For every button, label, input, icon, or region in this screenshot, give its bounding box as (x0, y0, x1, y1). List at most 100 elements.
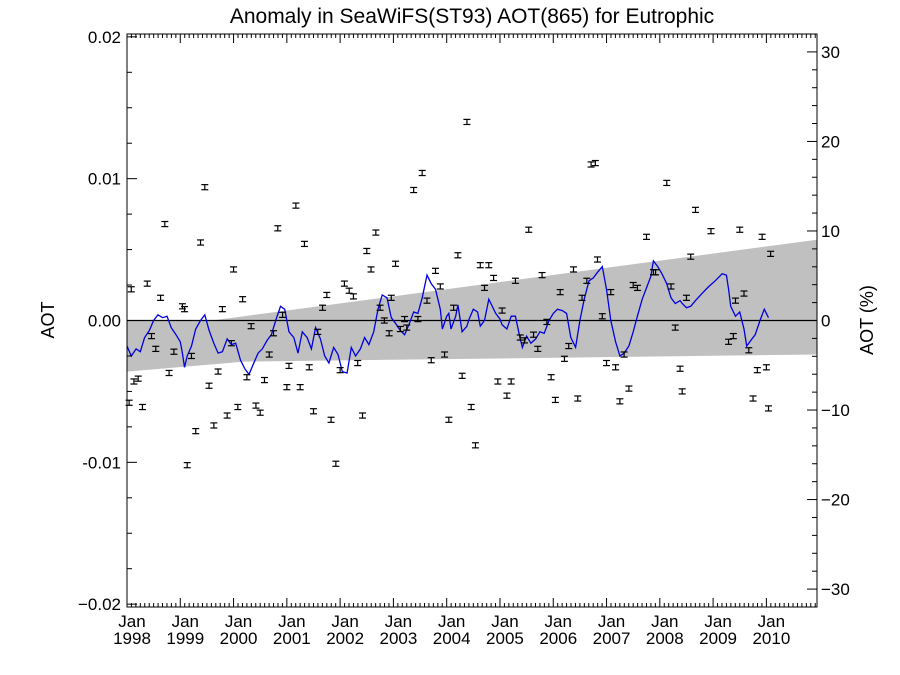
band-area (127, 239, 817, 372)
data-point (507, 378, 515, 385)
x-tick-label-year: 2000 (220, 629, 258, 648)
data-point (692, 206, 700, 214)
data-point (359, 412, 367, 419)
data-point (676, 365, 684, 372)
data-point (471, 442, 479, 449)
data-point (598, 313, 606, 320)
data-point (227, 340, 235, 347)
y-right-tick-label: −10 (821, 401, 850, 420)
chart-title: Anomaly in SeaWiFS(ST93) AOT(865) for Eu… (230, 5, 714, 28)
y-left-tick-label: 0.00 (88, 312, 121, 331)
x-tick-label-month: Jan (278, 612, 305, 631)
data-point (731, 297, 739, 304)
x-tick-label-month: Jan (598, 612, 625, 631)
data-point (745, 347, 753, 354)
x-tick-label-month: Jan (758, 612, 785, 631)
data-point (441, 351, 449, 358)
y-left-tick-label: 0.02 (88, 28, 121, 47)
data-point (187, 352, 195, 360)
data-point (292, 202, 300, 209)
data-point (265, 351, 273, 358)
data-point (192, 427, 200, 435)
data-point (687, 253, 695, 260)
data-point (749, 395, 757, 402)
data-point (376, 304, 384, 311)
data-point (385, 330, 393, 337)
y-right-tick-label: 30 (821, 43, 840, 62)
data-point (629, 281, 637, 289)
data-point (197, 239, 205, 246)
data-point (511, 277, 519, 284)
x-tick-label-year: 2003 (379, 629, 417, 648)
data-point (427, 357, 435, 364)
y-left-tick-label: −0.02 (78, 595, 121, 614)
y-right-tick-label: 20 (821, 132, 840, 151)
data-point (396, 325, 404, 333)
data-point (593, 256, 601, 263)
data-point (134, 375, 142, 382)
data-point (161, 220, 169, 228)
data-point (436, 283, 444, 290)
data-point (729, 332, 737, 340)
x-tick-label-month: Jan (704, 612, 731, 631)
data-point (148, 332, 156, 340)
data-point (445, 416, 453, 423)
data-point (678, 388, 686, 395)
x-tick-label-year: 1999 (166, 629, 204, 648)
data-point (485, 262, 493, 269)
anomaly-points (125, 118, 775, 469)
data-point (252, 402, 260, 409)
y-axis-label-left: AOT (38, 301, 58, 338)
data-point (183, 462, 191, 469)
x-tick-label-year: 2009 (699, 629, 737, 648)
data-point (671, 324, 679, 331)
data-point (314, 328, 322, 335)
data-point (127, 286, 135, 293)
data-point (345, 287, 353, 294)
x-tick-label-month: Jan (438, 612, 465, 631)
data-point (520, 337, 528, 344)
x-tick-label-month: Jan (225, 612, 252, 631)
data-point (591, 159, 599, 167)
data-point (767, 250, 775, 257)
data-point (547, 374, 555, 381)
data-point (401, 315, 409, 323)
data-point (516, 334, 524, 341)
data-point (530, 331, 538, 338)
data-point (551, 396, 559, 404)
data-point (323, 291, 331, 299)
data-point (476, 262, 484, 269)
data-point (332, 460, 340, 467)
data-point (450, 304, 458, 311)
x-tick-label-year: 2004 (433, 629, 471, 648)
data-point (230, 266, 238, 273)
data-point (423, 297, 431, 304)
data-point (130, 378, 138, 385)
data-point (543, 318, 551, 326)
data-point (414, 315, 422, 323)
data-point (340, 280, 348, 287)
data-point (565, 342, 573, 350)
x-tick-label-month: Jan (172, 612, 199, 631)
data-point (170, 348, 178, 355)
data-point (309, 408, 317, 415)
data-point (560, 355, 568, 362)
data-point (663, 179, 671, 187)
data-point (620, 351, 628, 358)
x-tick-label-month: Jan (385, 612, 412, 631)
data-point (463, 118, 471, 126)
data-point (214, 368, 222, 375)
data-point (432, 267, 440, 275)
data-point (157, 294, 165, 301)
data-point (612, 364, 620, 371)
data-point (707, 227, 715, 235)
x-tick-label-month: Jan (331, 612, 358, 631)
data-point (260, 376, 268, 384)
data-point (279, 311, 287, 318)
data-point (652, 269, 660, 276)
data-point (503, 392, 511, 399)
data-point (285, 362, 293, 370)
y-right-tick-label: 0 (821, 312, 830, 331)
y-right-tick-label: −30 (821, 580, 850, 599)
